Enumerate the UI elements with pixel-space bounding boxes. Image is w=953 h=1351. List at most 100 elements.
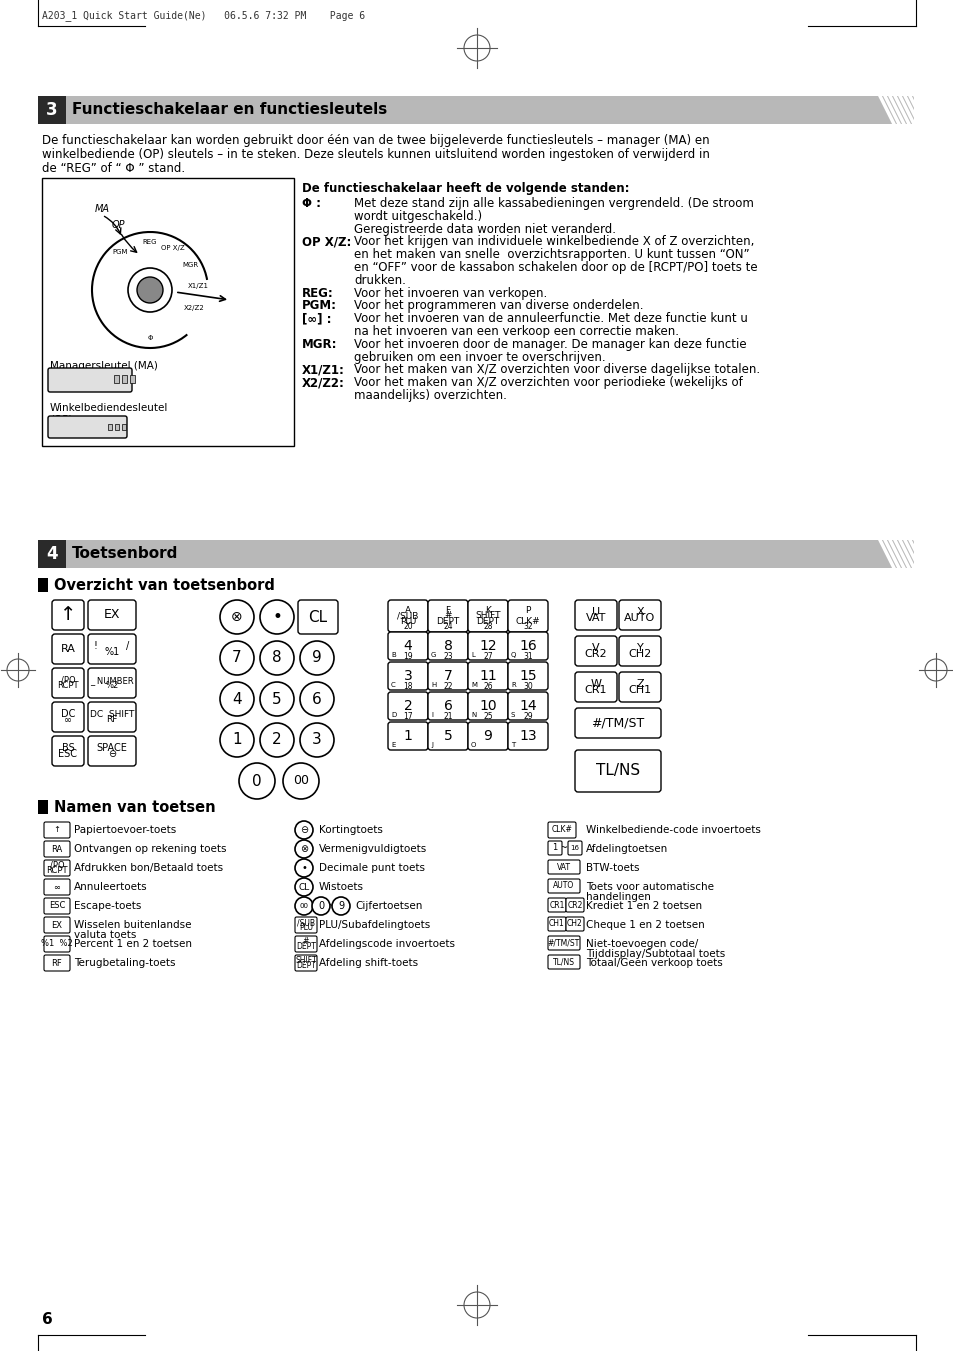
Text: 3: 3 [312, 732, 321, 747]
Text: ⊖: ⊖ [299, 825, 308, 835]
Circle shape [137, 277, 163, 303]
Text: Vermenigvuldigtoets: Vermenigvuldigtoets [318, 844, 427, 854]
Text: ~: ~ [559, 843, 567, 852]
FancyBboxPatch shape [294, 936, 316, 952]
Text: 27: 27 [482, 653, 493, 661]
FancyBboxPatch shape [52, 634, 84, 663]
Text: VAT: VAT [557, 862, 571, 871]
Text: CR1: CR1 [549, 901, 564, 909]
Text: Y: Y [636, 643, 642, 653]
Bar [42, 178, 294, 446]
Text: CH1: CH1 [628, 685, 651, 696]
Text: Afdelingtoetsen: Afdelingtoetsen [585, 844, 667, 854]
Text: CH1: CH1 [549, 920, 564, 928]
FancyBboxPatch shape [547, 821, 576, 838]
Text: Terugbetaling-toets: Terugbetaling-toets [74, 958, 175, 969]
Text: Papiertoevoer-toets: Papiertoevoer-toets [74, 825, 176, 835]
Text: de “REG” of “ Φ ” stand.: de “REG” of “ Φ ” stand. [42, 162, 185, 176]
Text: #/TM/ST: #/TM/ST [591, 716, 644, 730]
Text: 11: 11 [478, 669, 497, 684]
Text: RF: RF [51, 958, 62, 967]
Bar [38, 96, 913, 124]
Text: 17: 17 [403, 712, 413, 721]
Text: AUTO: AUTO [553, 881, 574, 890]
Text: ↑: ↑ [60, 605, 76, 624]
FancyBboxPatch shape [575, 708, 660, 738]
Text: 5: 5 [443, 730, 452, 743]
Text: W: W [590, 678, 601, 689]
FancyBboxPatch shape [52, 703, 84, 732]
Text: A203_1 Quick Start Guide(Ne)   06.5.6 7:32 PM    Page 6: A203_1 Quick Start Guide(Ne) 06.5.6 7:32… [42, 11, 365, 22]
Circle shape [294, 840, 313, 858]
Text: 7: 7 [443, 669, 452, 684]
Text: Cijfertoetsen: Cijfertoetsen [355, 901, 422, 911]
FancyBboxPatch shape [44, 955, 70, 971]
FancyBboxPatch shape [48, 367, 132, 392]
Bar [113, 376, 119, 382]
Text: 0: 0 [317, 901, 324, 911]
Text: ⊗: ⊗ [231, 611, 243, 624]
Text: handelingen: handelingen [585, 892, 650, 902]
Text: ↑: ↑ [53, 825, 60, 835]
Text: CL: CL [308, 609, 327, 624]
FancyBboxPatch shape [507, 662, 547, 690]
Text: PGM:: PGM: [302, 300, 336, 312]
Text: 3: 3 [46, 101, 58, 119]
Circle shape [299, 640, 334, 676]
Text: 3: 3 [403, 669, 412, 684]
FancyBboxPatch shape [428, 692, 468, 720]
Text: DEPT: DEPT [436, 617, 459, 626]
Text: 1: 1 [403, 730, 412, 743]
FancyBboxPatch shape [388, 721, 428, 750]
Text: 24: 24 [443, 621, 453, 631]
FancyBboxPatch shape [294, 955, 316, 971]
Circle shape [260, 723, 294, 757]
Circle shape [220, 723, 253, 757]
FancyBboxPatch shape [618, 600, 660, 630]
Text: 7: 7 [232, 650, 241, 666]
FancyBboxPatch shape [547, 955, 579, 969]
Bar [38, 96, 66, 124]
Text: ∞: ∞ [53, 882, 60, 892]
Text: X1/Z1: X1/Z1 [187, 282, 208, 289]
Text: Krediet 1 en 2 toetsen: Krediet 1 en 2 toetsen [585, 901, 701, 911]
Text: 00: 00 [299, 902, 308, 909]
FancyBboxPatch shape [428, 632, 468, 661]
Text: Voor het maken van X/Z overzichten voor periodieke (wekelijks of: Voor het maken van X/Z overzichten voor … [354, 376, 742, 389]
Bar [38, 540, 66, 567]
FancyBboxPatch shape [468, 600, 507, 632]
Circle shape [283, 763, 318, 798]
Text: Winkelbediende-code invoertoets: Winkelbediende-code invoertoets [585, 825, 760, 835]
Text: na het invoeren van een verkoop een correctie maken.: na het invoeren van een verkoop een corr… [354, 326, 679, 338]
Text: MGR:: MGR: [302, 338, 337, 351]
Text: %1: %1 [104, 647, 119, 657]
FancyBboxPatch shape [88, 600, 136, 630]
Text: EX: EX [51, 920, 63, 929]
Text: Voor het programmeren van diverse onderdelen.: Voor het programmeren van diverse onderd… [354, 300, 643, 312]
Text: 12: 12 [478, 639, 497, 653]
Text: Decimale punt toets: Decimale punt toets [318, 863, 424, 873]
Text: 28: 28 [483, 621, 493, 631]
Text: drukken.: drukken. [354, 274, 405, 286]
Text: X2/Z2:: X2/Z2: [302, 376, 345, 389]
Text: wordt uitgeschakeld.): wordt uitgeschakeld.) [354, 209, 481, 223]
Text: K: K [484, 607, 491, 615]
Text: ESC: ESC [49, 901, 65, 911]
Text: Voor het invoeren van verkopen.: Voor het invoeren van verkopen. [354, 286, 547, 300]
Circle shape [128, 267, 172, 312]
Text: ⊗: ⊗ [299, 844, 308, 854]
FancyBboxPatch shape [388, 662, 428, 690]
FancyBboxPatch shape [88, 703, 136, 732]
FancyBboxPatch shape [44, 917, 70, 934]
FancyBboxPatch shape [507, 721, 547, 750]
FancyBboxPatch shape [294, 917, 316, 934]
Text: 19: 19 [403, 653, 413, 661]
Text: (OP): (OP) [50, 415, 72, 426]
Text: B: B [391, 653, 395, 658]
FancyBboxPatch shape [468, 721, 507, 750]
Text: Voor het invoeren door de manager. De manager kan deze functie: Voor het invoeren door de manager. De ma… [354, 338, 746, 351]
Text: X: X [636, 607, 643, 616]
Text: 14: 14 [518, 698, 537, 713]
Text: 00: 00 [293, 774, 309, 788]
FancyBboxPatch shape [44, 821, 70, 838]
